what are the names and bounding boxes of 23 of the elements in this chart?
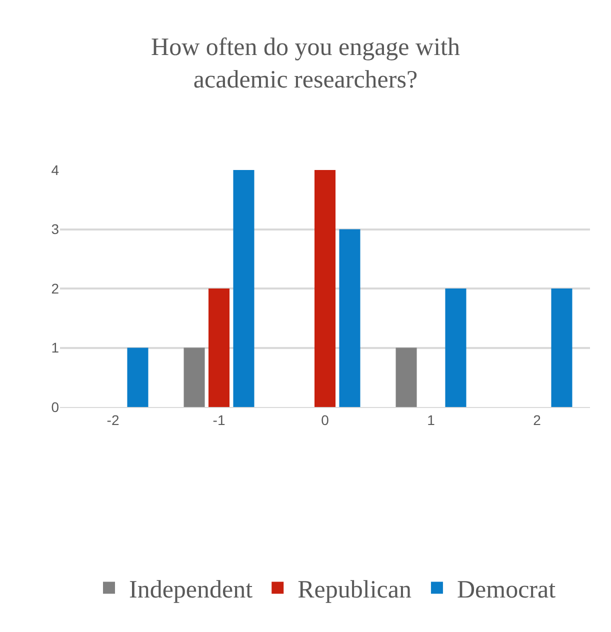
- x-tick-label: -2: [106, 412, 120, 428]
- x-tick-label: -1: [212, 412, 226, 428]
- bar: [339, 229, 360, 407]
- bar: [445, 288, 466, 407]
- legend-label: Independent: [129, 576, 253, 604]
- bar: [314, 170, 336, 407]
- legend-label: Democrat: [456, 576, 556, 604]
- bar: [233, 170, 254, 407]
- y-tick-label: 3: [51, 221, 60, 238]
- bar: [551, 288, 572, 407]
- bar: [184, 348, 205, 407]
- y-tick-label: 1: [51, 340, 60, 356]
- bar: [396, 348, 417, 407]
- chart-title: How often do you engage with academic researchers?: [151, 34, 460, 94]
- x-tick-label: 1: [427, 412, 436, 428]
- legend-label: Republican: [298, 576, 412, 604]
- x-tick-label: 2: [533, 412, 542, 428]
- bar: [208, 288, 230, 407]
- bar: [127, 348, 148, 407]
- y-tick-label: 2: [51, 280, 60, 296]
- y-tick-label: 4: [51, 162, 60, 178]
- y-tick-label: 0: [51, 398, 60, 415]
- x-tick-label: 0: [321, 412, 330, 428]
